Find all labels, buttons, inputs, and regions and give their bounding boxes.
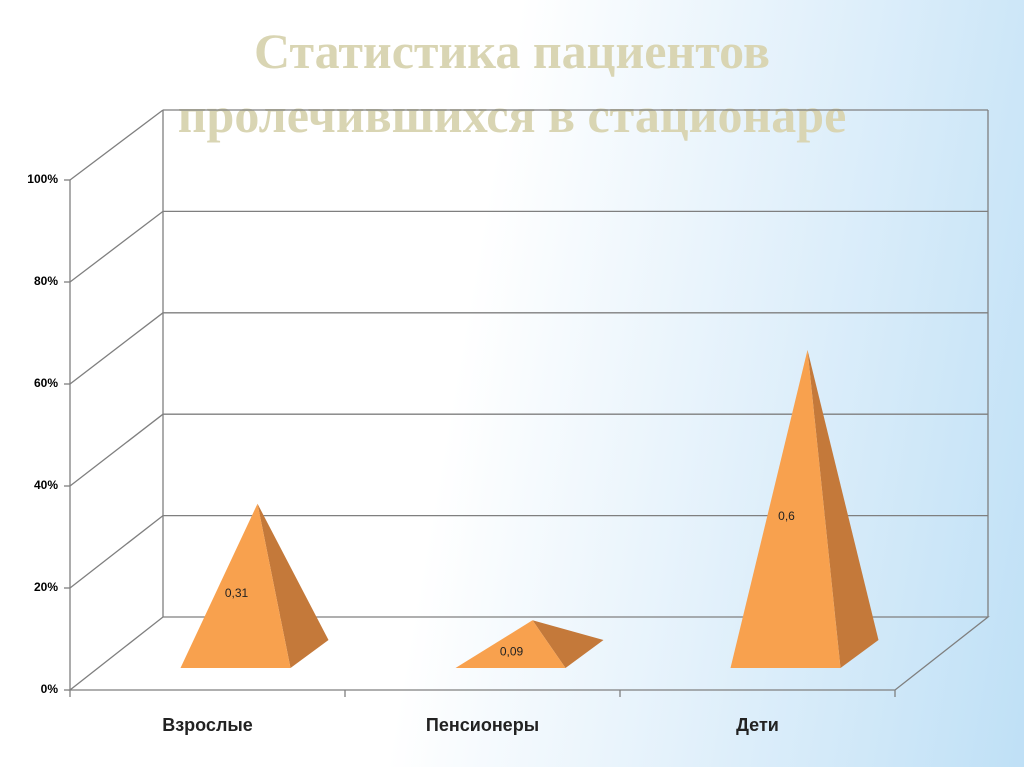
grid-line [69,109,164,181]
chart-title: пролечившихся в стационаре [178,87,847,143]
y-tick-label: 80% [34,274,58,288]
x-tick-label: Пенсионеры [426,715,539,735]
x-tick-label: Дети [736,715,779,735]
value-label: 0,6 [778,509,795,523]
y-tick-label: 60% [34,376,58,390]
chart-title-line: Статистика пациентов пролечившихся в стац… [178,23,847,143]
value-label: 0,09 [500,644,524,658]
grid-line [69,210,164,283]
y-tick-label: 100% [27,172,58,186]
pyramid-side [257,503,329,668]
pyramid-side [532,620,604,668]
chart-title: Статистика пациентов [254,23,770,79]
grid-line [69,413,164,487]
value-label: 0,31 [225,586,249,600]
pyramid [455,620,566,668]
x-tick-label: Взрослые [162,715,253,735]
y-tick-label: 20% [34,580,58,594]
y-tick-label: 0% [41,682,59,696]
pyramid-side [807,350,879,668]
pyramid [180,503,291,668]
y-tick-label: 40% [34,478,58,492]
grid-line [69,515,164,589]
grid-line [69,312,164,385]
pyramid [730,350,841,668]
